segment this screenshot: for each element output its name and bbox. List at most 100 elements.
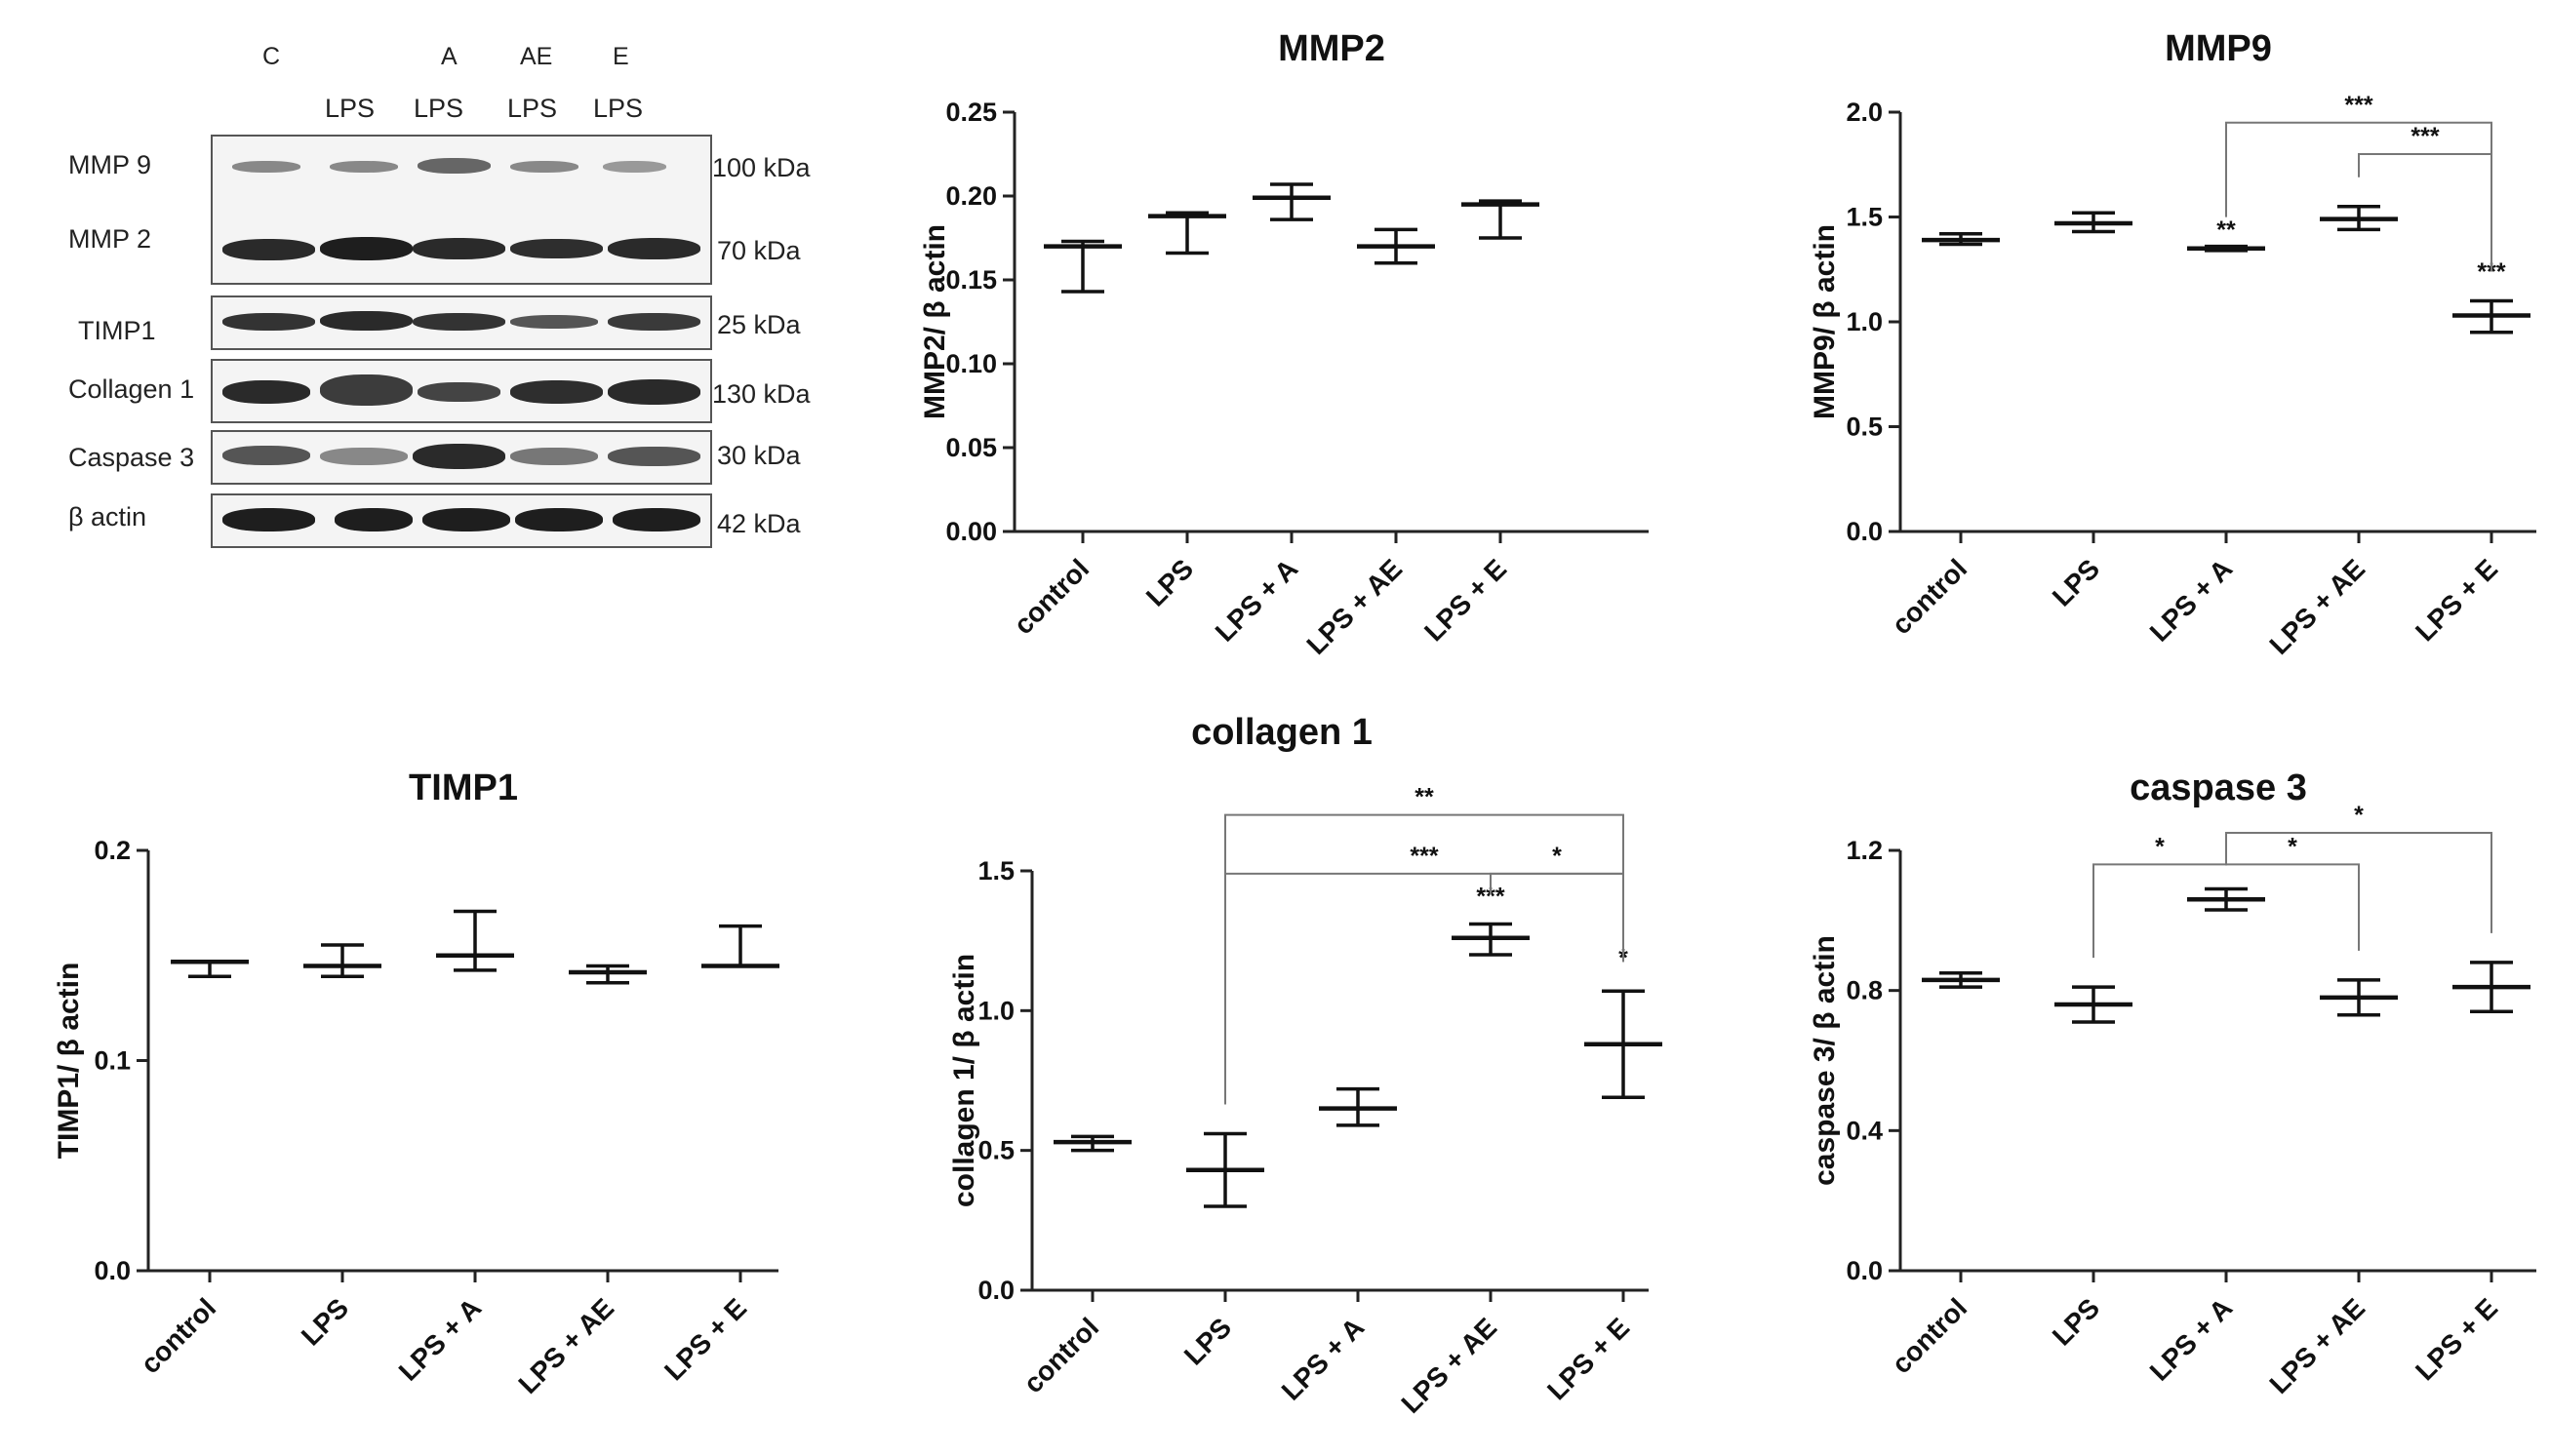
band <box>335 508 413 531</box>
bracket-label: *** <box>2411 123 2439 150</box>
x-tick-label: LPS + AE <box>1300 553 1408 660</box>
blot-label-left: MMP 9 <box>68 150 152 179</box>
band <box>222 313 315 331</box>
blot-label-right: 25 kDa <box>717 310 801 339</box>
x-tick-label: control <box>1886 553 1972 640</box>
x-tick-label: LPS <box>1140 553 1199 611</box>
blot-panel-caspase3 <box>211 430 712 485</box>
blot-label-left: Caspase 3 <box>68 443 195 472</box>
y-tick-label: 1.5 <box>1846 203 1883 232</box>
significance-bracket <box>2225 859 2360 951</box>
band <box>418 382 500 402</box>
y-tick-label: 0.20 <box>945 181 997 211</box>
y-axis-label: caspase 3/ β actin <box>1809 935 1841 1186</box>
band <box>413 313 505 331</box>
band <box>510 161 578 173</box>
x-tick-label: LPS + A <box>1210 553 1304 648</box>
y-tick-label: 0.5 <box>1846 413 1883 442</box>
x-tick-label: LPS + AE <box>512 1292 619 1399</box>
y-tick-label: 0.05 <box>945 433 997 462</box>
lane-top-label: C <box>262 43 281 70</box>
y-axis-label: MMP2/ β actin <box>919 224 951 419</box>
band <box>222 508 315 531</box>
band <box>320 311 413 331</box>
blot-panel-mmp <box>211 135 712 285</box>
chart-title: MMP2 <box>1278 28 1385 69</box>
x-tick-label: control <box>1886 1292 1972 1379</box>
x-tick-label: LPS + E <box>2410 1292 2503 1386</box>
band <box>608 447 700 466</box>
x-tick-label: control <box>135 1292 221 1379</box>
y-tick-label: 0.1 <box>94 1046 131 1076</box>
significance-bracket <box>2358 153 2492 272</box>
y-tick-label: 0.0 <box>1846 517 1883 546</box>
band <box>232 161 300 173</box>
blot-label-left: MMP 2 <box>68 224 152 254</box>
x-tick-label: LPS + E <box>2410 553 2503 647</box>
bracket-label: * <box>2288 833 2297 860</box>
x-tick-label: LPS + E <box>1541 1312 1635 1405</box>
x-tick-label: LPS + E <box>658 1292 752 1386</box>
lane-bottom-label: LPS <box>414 94 464 123</box>
bracket-label: * <box>2354 802 2364 829</box>
x-tick-label: LPS <box>1178 1312 1237 1370</box>
y-tick-label: 1.2 <box>1846 836 1883 865</box>
x-tick-label: LPS + A <box>2144 1292 2239 1387</box>
band <box>510 448 598 465</box>
blot-label-right: 130 kDa <box>712 379 811 409</box>
x-tick-label: LPS + AE <box>2263 553 2371 660</box>
band <box>608 379 700 405</box>
lane-top-label: AE <box>520 43 553 70</box>
band <box>413 238 505 259</box>
y-axis-label: MMP9/ β actin <box>1809 224 1841 419</box>
bracket-label: ** <box>1414 784 1434 811</box>
bracket-label: *** <box>1410 843 1438 870</box>
y-tick-label: 0.2 <box>94 836 131 865</box>
y-axis-label: TIMP1/ β actin <box>53 963 85 1160</box>
blot-panel-timp1 <box>211 295 712 350</box>
x-tick-label: LPS <box>2047 553 2105 611</box>
band <box>320 237 413 260</box>
chart-title: collagen 1 <box>1191 712 1373 753</box>
band <box>320 374 413 406</box>
blot-label-left: TIMP1 <box>78 316 156 345</box>
lane-bottom-label: LPS <box>593 94 644 123</box>
western-blot-figure: C A AE E LPS LPS LPS LPS MMP 9 MMP 2 100… <box>0 0 849 585</box>
y-axis-label: collagen 1/ β actin <box>948 954 980 1207</box>
significance-bracket <box>2225 832 2492 933</box>
band <box>608 238 700 259</box>
band <box>510 380 603 404</box>
significance-mark: ** <box>2216 216 2236 244</box>
band <box>320 448 408 465</box>
x-tick-label: LPS + A <box>2144 553 2239 648</box>
y-tick-label: 0.4 <box>1846 1116 1883 1145</box>
lane-bottom-label: LPS <box>507 94 558 123</box>
band <box>608 313 700 331</box>
x-tick-label: control <box>1017 1312 1104 1398</box>
y-tick-label: 0.10 <box>945 349 997 378</box>
band <box>603 161 666 173</box>
band <box>510 315 598 329</box>
chart-collagen-1: collagen 1 0.0 0.5 1.0 1.5 collagen 1/ β acti… <box>948 712 1662 1419</box>
blot-label-right: 70 kDa <box>717 236 801 265</box>
y-tick-label: 0.25 <box>945 98 997 127</box>
chart-mmp9: MMP9 0.0 0.5 1.0 1.5 2.0 MMP9/ β actin control L… <box>1809 28 2536 660</box>
band <box>222 380 310 404</box>
blot-label-right: 100 kDa <box>712 153 811 182</box>
y-tick-label: 0.8 <box>1846 976 1883 1005</box>
y-tick-label: 0.0 <box>94 1256 131 1285</box>
band <box>330 161 398 173</box>
y-tick-label: 1.5 <box>977 856 1015 885</box>
blot-panel-collagen1 <box>211 359 712 423</box>
significance-bracket <box>1490 872 1624 963</box>
x-tick-label: LPS + E <box>1418 553 1512 647</box>
x-tick-label: LPS + A <box>1276 1312 1371 1406</box>
band <box>413 444 505 469</box>
y-tick-label: 1.0 <box>1846 307 1883 336</box>
x-tick-label: LPS + AE <box>2263 1292 2371 1399</box>
significance-bracket <box>1224 872 1624 1105</box>
significance-bracket <box>2225 121 2492 272</box>
band <box>515 508 603 531</box>
bracket-label: *** <box>2344 92 2372 119</box>
